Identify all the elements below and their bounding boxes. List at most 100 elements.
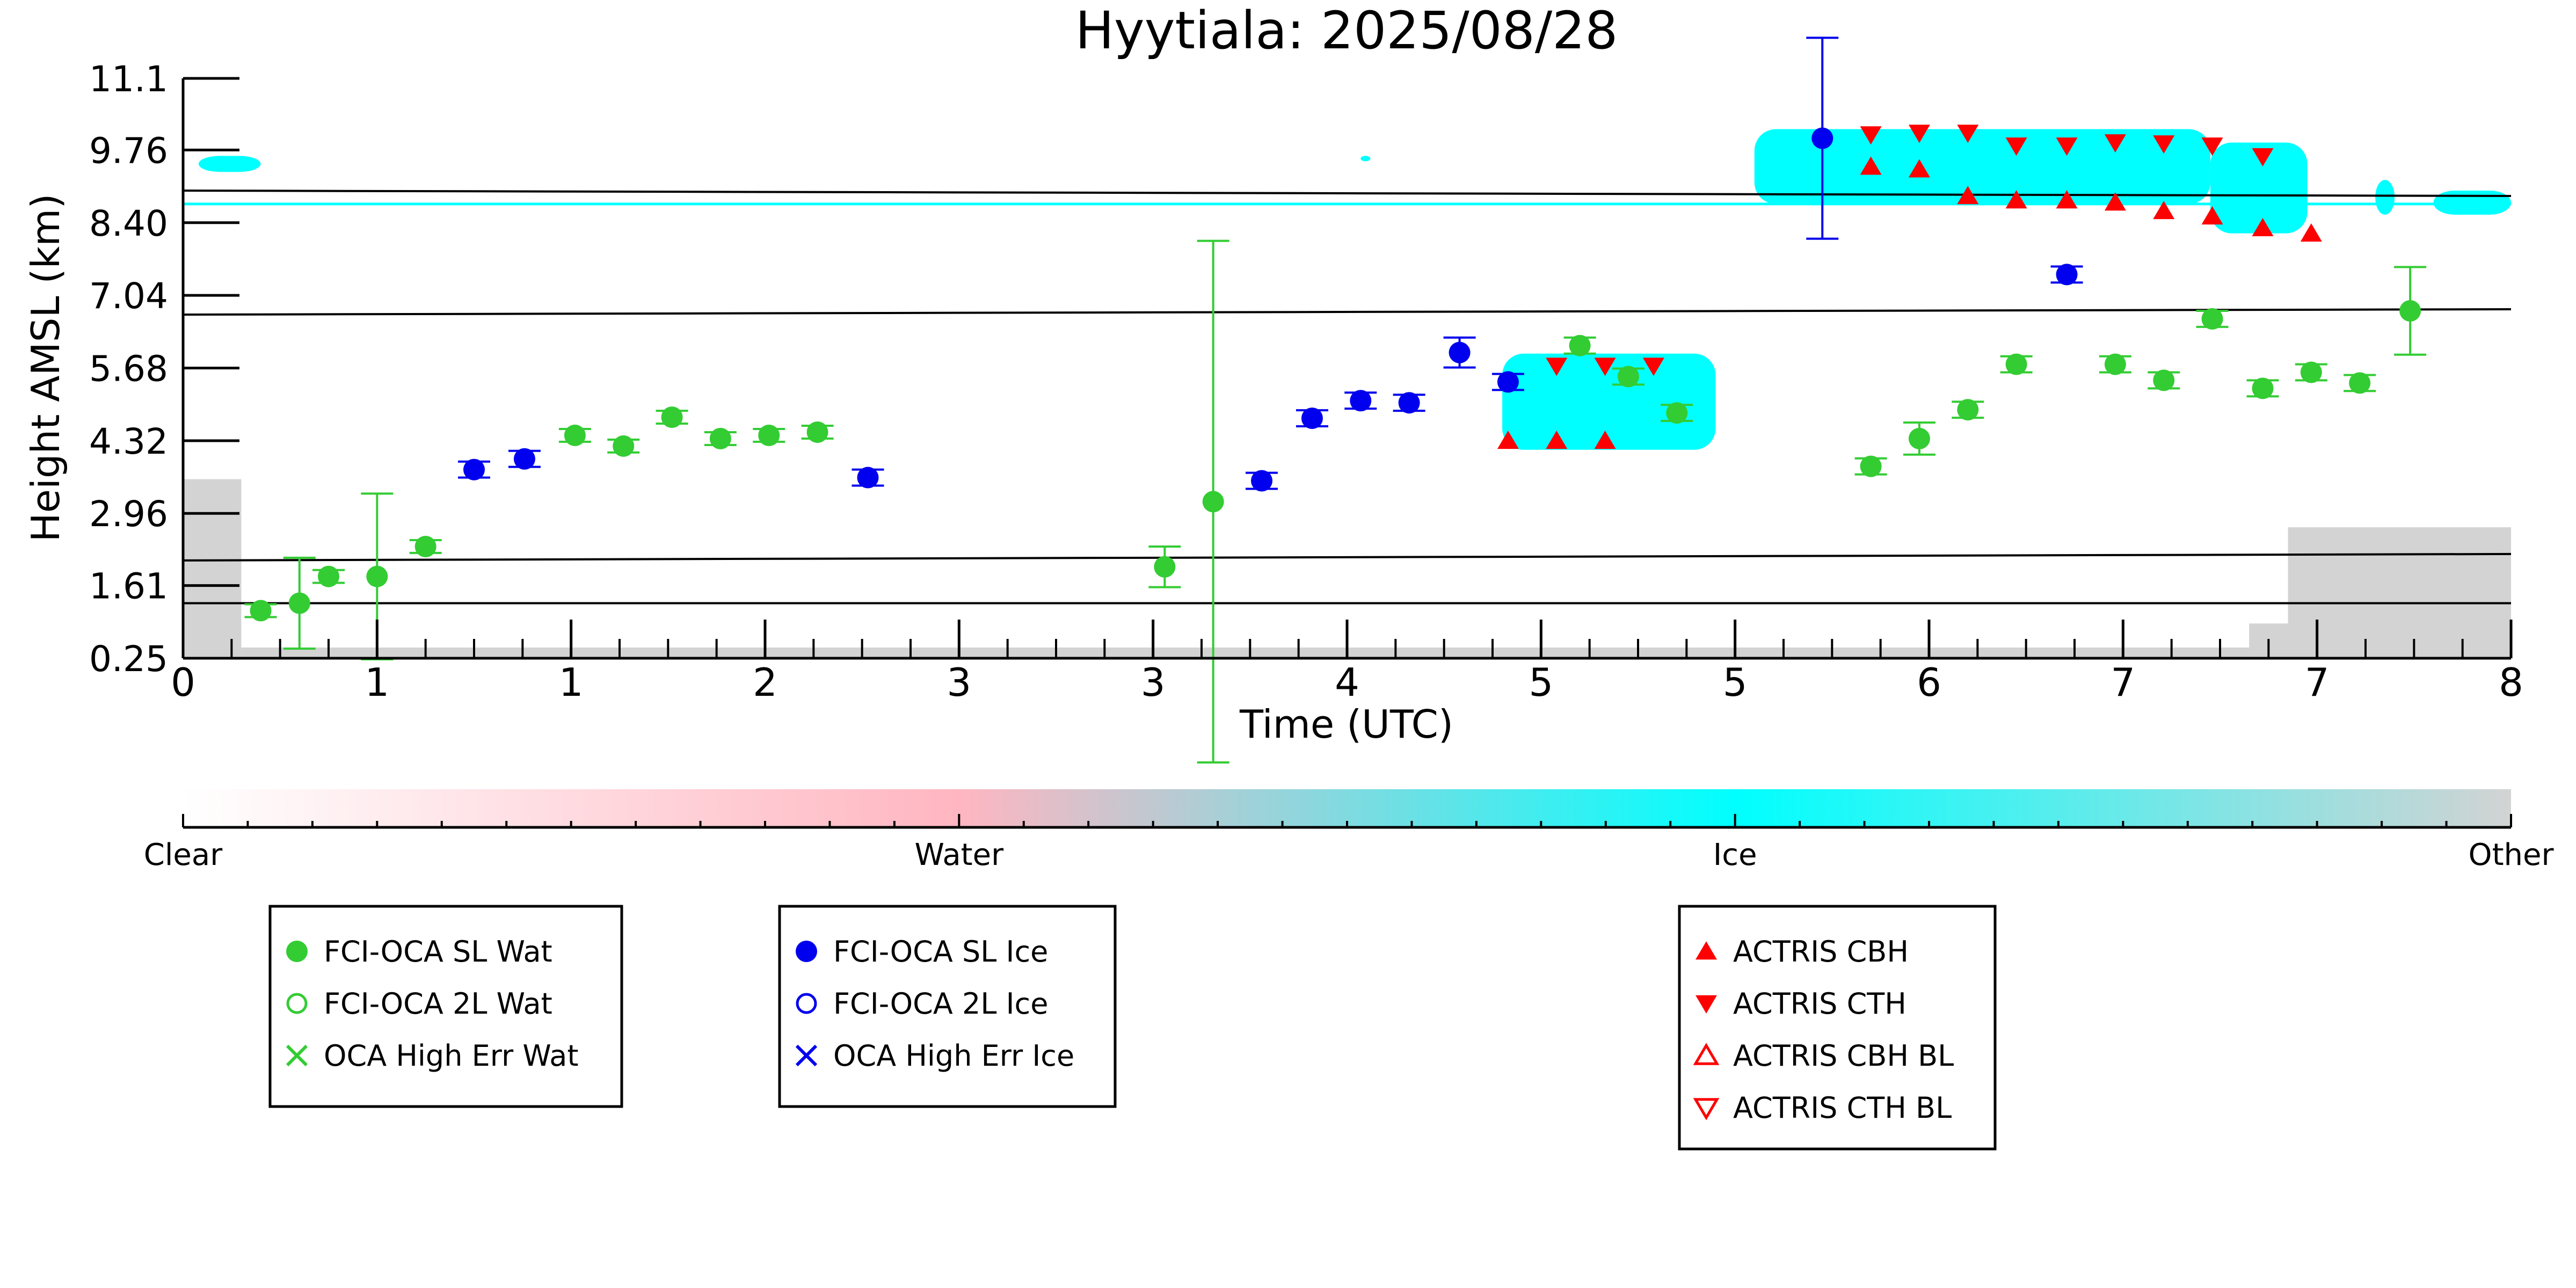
- legend-label: ACTRIS CTH BL: [1733, 1091, 1952, 1125]
- colorbar: Clear Water Ice Other: [144, 789, 2554, 872]
- data-point: [2153, 201, 2175, 220]
- x-tick-label: 3: [947, 660, 971, 705]
- data-point: [1202, 491, 1224, 513]
- data-point: [2104, 134, 2126, 153]
- data-point: [613, 435, 635, 457]
- data-point: [288, 592, 310, 614]
- data-point: [1398, 392, 1420, 414]
- colorbar-label: Other: [2468, 838, 2554, 872]
- data-point: [1957, 125, 1979, 143]
- data-point: [2201, 137, 2223, 156]
- legend-label: ACTRIS CTH: [1733, 987, 1906, 1021]
- data-point: [795, 1044, 818, 1067]
- y-tick-label: 9.76: [89, 130, 168, 171]
- data-point: [2252, 148, 2274, 167]
- data-point: [2056, 264, 2078, 286]
- x-tick-label: 7: [2111, 660, 2135, 705]
- data-point: [286, 993, 308, 1014]
- data-point: [1594, 358, 1616, 376]
- reference-line: [183, 552, 2512, 562]
- data-point: [1546, 358, 1568, 376]
- data-point: [366, 565, 388, 587]
- data-point: [1695, 995, 1717, 1014]
- data-point: [2252, 218, 2274, 237]
- chart-title: Hyytiala: 2025/08/28: [1075, 1, 1618, 61]
- legend-box: [778, 905, 1117, 1108]
- y-tick-label: 7.04: [89, 275, 168, 317]
- data-point: [1957, 399, 1979, 421]
- data-point: [2252, 377, 2274, 399]
- data-point: [1449, 341, 1471, 363]
- data-point: [1860, 455, 1882, 477]
- data-point: [2104, 192, 2126, 211]
- legend-label: FCI-OCA 2L Wat: [324, 987, 552, 1021]
- data-point: [1497, 431, 1519, 449]
- data-point: [1957, 186, 1979, 205]
- data-point: [1693, 1098, 1720, 1120]
- data-point: [318, 565, 339, 587]
- x-tick-label: 6: [1917, 660, 1941, 705]
- x-tick-label: 3: [1141, 660, 1166, 705]
- reference-line: [183, 190, 2512, 197]
- data-point: [1642, 358, 1664, 376]
- data-point: [2005, 137, 2027, 156]
- plot-area: [183, 37, 2512, 764]
- data-point: [661, 406, 683, 428]
- legend-label: FCI-OCA SL Wat: [324, 935, 552, 969]
- data-point: [1908, 159, 1930, 178]
- y-tick-label: 1.61: [89, 566, 168, 607]
- data-point: [1497, 371, 1519, 393]
- data-point: [2300, 361, 2322, 383]
- data-point: [2300, 223, 2322, 242]
- data-point: [414, 535, 436, 557]
- cloud-mask-other: [2288, 527, 2511, 658]
- colorbar-label: Ice: [1713, 838, 1757, 872]
- data-point: [463, 459, 485, 481]
- legend-label: ACTRIS CBH BL: [1733, 1039, 1954, 1073]
- data-point: [1908, 427, 1930, 449]
- data-point: [250, 600, 272, 622]
- x-tick-label: 7: [2305, 660, 2330, 705]
- legend-label: OCA High Err Wat: [324, 1039, 579, 1073]
- x-tick-label: 4: [1335, 660, 1359, 705]
- data-point: [2201, 308, 2223, 330]
- x-tick-label: 0: [171, 660, 195, 705]
- cloud-mask-other: [241, 647, 2512, 658]
- data-point: [1860, 126, 1882, 145]
- data-point: [2201, 206, 2223, 225]
- legend-box: [268, 905, 623, 1108]
- data-point: [1693, 1043, 1720, 1065]
- data-point: [796, 941, 817, 962]
- data-point: [1860, 156, 1882, 175]
- data-point: [2056, 137, 2078, 156]
- data-point: [1154, 556, 1176, 578]
- data-point: [2349, 372, 2371, 394]
- data-point: [286, 941, 308, 962]
- cloud-mask-ice: [2375, 180, 2395, 215]
- data-point: [2056, 190, 2078, 209]
- data-point: [2153, 135, 2175, 154]
- legend-label: OCA High Err Ice: [833, 1039, 1074, 1073]
- data-point: [1811, 127, 1833, 149]
- data-point: [1569, 334, 1591, 356]
- data-point: [2005, 190, 2027, 209]
- x-tick-label: 2: [753, 660, 777, 705]
- cloud-mask-ice: [1754, 129, 2210, 204]
- data-point: [857, 467, 879, 489]
- data-point: [286, 1044, 308, 1067]
- legend-box: [1678, 905, 1997, 1151]
- y-tick-label: 5.68: [89, 348, 168, 390]
- legend-label: ACTRIS CBH: [1733, 935, 1909, 969]
- y-tick-label: 0.25: [89, 638, 168, 680]
- legend-label: FCI-OCA 2L Ice: [833, 987, 1048, 1021]
- y-tick-label: 2.96: [89, 493, 168, 535]
- axes: 0.25 1.61 2.96 4.32 5.68 7.04 8.40 9.76 11.1 0 1 1 2…: [89, 59, 2523, 705]
- cloud-mask-ice: [198, 156, 261, 172]
- data-point: [806, 421, 828, 443]
- legend: FCI-OCA SL Wat FCI-OCA 2L Wat OCA High Err…: [268, 905, 1997, 1151]
- data-point: [709, 427, 731, 449]
- legend-label: FCI-OCA SL Ice: [833, 935, 1048, 969]
- data-point: [1594, 431, 1616, 449]
- x-tick-label: 8: [2499, 660, 2523, 705]
